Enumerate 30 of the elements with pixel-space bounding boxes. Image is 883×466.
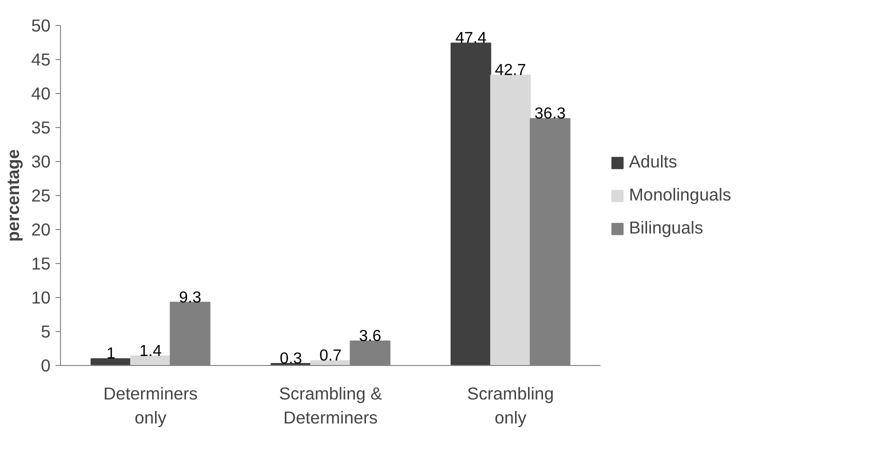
y-tick-label: 40 [31,84,51,104]
y-tick-label: 35 [31,118,51,138]
bar [90,358,132,366]
y-tick-label: 50 [31,16,51,36]
bar [310,360,351,366]
y-tick-label: 30 [31,152,51,172]
y-tick-label: 15 [31,254,51,274]
legend-label: Adults [629,152,678,172]
y-tick-label: 0 [40,356,51,376]
y-tick-label: 45 [31,50,51,70]
legend-label: Bilinguals [629,218,704,238]
y-tick-label: 5 [40,322,51,342]
y-tick-label: 10 [31,288,51,308]
data-label: 3.6 [358,328,382,346]
y-tick-label: 20 [31,220,51,240]
bar [130,355,171,366]
data-label: 1.4 [139,342,162,360]
bar [450,42,492,366]
y-axis-title: percentage [3,148,24,242]
y-tick-label: 25 [31,186,51,206]
x-tick-label: Scrambling only [467,384,554,428]
data-label: 9.3 [178,289,202,306]
x-tick-label: Determiners only [103,384,198,428]
data-label: 1 [106,346,116,363]
legend-label: Monolinguals [629,184,732,206]
x-tick-label: Scrambling & Determiners [278,384,382,428]
data-label: 0.7 [319,348,342,365]
data-label: 42.7 [494,62,526,80]
data-label: 36.3 [534,106,566,123]
bar [490,74,531,366]
